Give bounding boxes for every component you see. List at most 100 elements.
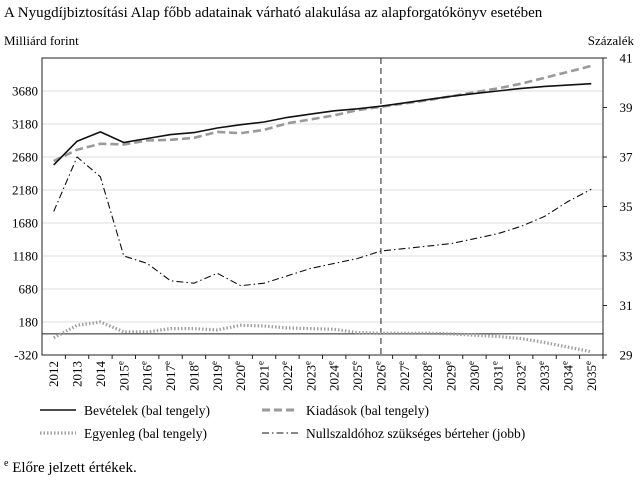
- left-tick-label: -320: [14, 348, 38, 363]
- right-tick-label: 37: [620, 150, 634, 165]
- x-tick-label: 2024e: [326, 361, 342, 391]
- x-tick-year: 2028: [420, 365, 435, 391]
- x-tick-estimate-mark: e: [139, 361, 149, 365]
- footnote: e Előre jelzett értékek.: [4, 458, 137, 476]
- x-tick-estimate-mark: e: [419, 361, 429, 365]
- x-tick-label: 2017e: [162, 361, 178, 391]
- left-tick-label: 3680: [12, 84, 38, 99]
- x-tick-label: 2030e: [466, 361, 482, 391]
- x-tick-estimate-mark: e: [583, 361, 593, 365]
- x-tick-year: 2032: [514, 365, 529, 391]
- x-tick-label: 2015e: [115, 361, 131, 391]
- left-tick-label: 1180: [12, 249, 38, 264]
- x-tick-estimate-mark: e: [559, 361, 569, 365]
- left-tick-label: 1680: [12, 216, 38, 231]
- right-tick-label: 29: [620, 348, 633, 363]
- legend: Bevételek (bal tengely) Kiadások (bal ten…: [40, 403, 525, 441]
- x-tick-label: 2016e: [139, 361, 155, 391]
- x-tick-year: 2027: [397, 365, 412, 392]
- x-tick-label: 2022e: [279, 361, 295, 391]
- series-line-3: [53, 156, 592, 287]
- x-tick-label: 2020e: [232, 361, 248, 391]
- x-tick-year: 2013: [70, 361, 85, 387]
- right-tick-label: 31: [620, 298, 633, 313]
- x-tick-estimate-mark: e: [209, 361, 219, 365]
- x-tick-year: 2023: [303, 365, 318, 391]
- right-axis-title: Százalék: [588, 33, 635, 48]
- x-tick-year: 2024: [327, 365, 342, 392]
- chart-title: A Nyugdíjbiztosítási Alap főbb adatainak…: [4, 5, 543, 21]
- x-tick-estimate-mark: e: [513, 361, 523, 365]
- x-tick-year: 2035: [584, 365, 599, 391]
- x-tick-year: 2020: [233, 365, 248, 391]
- x-tick-estimate-mark: e: [372, 361, 382, 365]
- x-tick-estimate-mark: e: [443, 361, 453, 365]
- x-tick-estimate-mark: e: [536, 361, 546, 365]
- legend-label: Egyenleg (bal tengely): [84, 426, 207, 441]
- x-tick-year: 2030: [467, 365, 482, 391]
- x-tick-estimate-mark: e: [349, 361, 359, 365]
- legend-label: Bevételek (bal tengely): [84, 403, 210, 418]
- footnote-mark: e: [4, 458, 9, 469]
- x-tick-label: 2033e: [536, 361, 552, 391]
- x-tick-label: 2018e: [185, 361, 201, 391]
- x-tick-label: 2013: [70, 361, 85, 387]
- x-tick-label: 2014: [93, 361, 108, 388]
- x-tick-estimate-mark: e: [326, 361, 336, 365]
- left-tick-label: 3180: [12, 117, 38, 132]
- x-tick-estimate-mark: e: [279, 361, 289, 365]
- x-tick-estimate-mark: e: [162, 361, 172, 365]
- x-tick-year: 2025: [350, 365, 365, 391]
- x-tick-year: 2029: [444, 365, 459, 391]
- axes: -320 180 680 1180 1680 2180 2680 3180 3680 29 31 33…: [12, 51, 633, 392]
- left-tick-label: 2180: [12, 183, 38, 198]
- x-tick-label: 2021e: [256, 361, 272, 391]
- x-tick-year: 2017: [163, 365, 178, 392]
- series-line-1: [53, 64, 592, 163]
- x-tick-year: 2026: [373, 365, 388, 392]
- x-tick-year: 2012: [46, 361, 61, 387]
- plot-frame: [41, 57, 604, 356]
- x-tick-estimate-mark: e: [396, 361, 406, 365]
- right-tick-label: 35: [620, 199, 633, 214]
- x-tick-label: 2019e: [209, 361, 225, 391]
- x-tick-label: 2035e: [583, 361, 599, 391]
- grid: [42, 90, 603, 356]
- x-tick-year: 2018: [186, 365, 201, 391]
- series-line-0: [53, 82, 592, 166]
- x-tick-year: 2016: [140, 365, 155, 392]
- x-tick-year: 2034: [560, 365, 575, 392]
- x-tick-estimate-mark: e: [232, 361, 242, 365]
- x-tick-label: 2032e: [513, 361, 529, 391]
- left-axis-title: Milliárd forint: [4, 33, 79, 48]
- x-tick-label: 2025e: [349, 361, 365, 391]
- right-tick-label: 33: [620, 249, 633, 264]
- legend-label: Kiadások (bal tengely): [306, 403, 429, 418]
- right-tick-label: 41: [620, 51, 633, 66]
- left-tick-label: 680: [19, 282, 39, 297]
- x-tick-label: 2031e: [489, 361, 505, 391]
- right-tick-label: 39: [620, 100, 633, 115]
- left-tick-label: 2680: [12, 150, 38, 165]
- left-tick-label: 180: [19, 315, 39, 330]
- x-tick-label: 2034e: [559, 361, 575, 391]
- x-tick-label: 2023e: [302, 361, 318, 391]
- footnote-text: Előre jelzett értékek.: [8, 460, 136, 476]
- x-tick-label: 2026e: [372, 361, 388, 391]
- series-lines: [52, 64, 592, 354]
- x-tick-estimate-mark: e: [302, 361, 312, 365]
- x-tick-label: 2027e: [396, 361, 412, 391]
- x-tick-estimate-mark: e: [489, 361, 499, 365]
- x-tick-year: 2015: [116, 365, 131, 391]
- x-tick-estimate-mark: e: [466, 361, 476, 365]
- x-tick-year: 2021: [257, 365, 272, 391]
- legend-label: Nullszaldóhoz szükséges bérteher (jobb): [306, 426, 525, 441]
- x-tick-year: 2014: [93, 361, 108, 388]
- x-tick-year: 2019: [210, 365, 225, 391]
- x-tick-label: 2029e: [443, 361, 459, 391]
- x-tick-estimate-mark: e: [256, 361, 266, 365]
- x-tick-year: 2033: [537, 365, 552, 391]
- x-tick-label: 2012: [46, 361, 61, 387]
- x-tick-estimate-mark: e: [185, 361, 195, 365]
